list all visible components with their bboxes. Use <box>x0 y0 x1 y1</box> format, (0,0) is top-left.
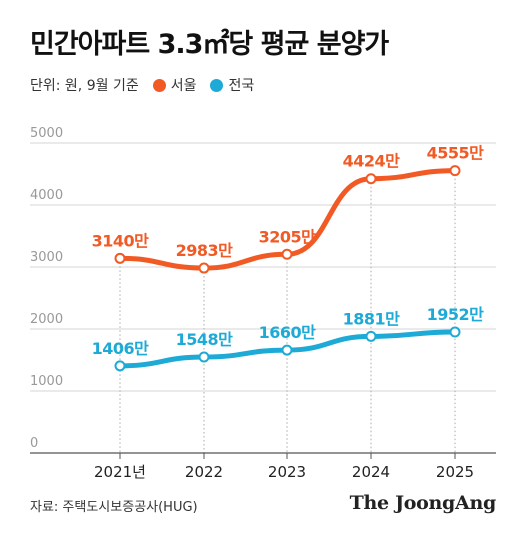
x-tick-label: 2025 <box>436 463 474 481</box>
data-label: 1952만 <box>427 305 485 324</box>
data-label: 3205만 <box>259 227 317 246</box>
legend-item-national: 전국 <box>210 75 254 95</box>
legend-row: 단위: 원, 9월 기준 서울 전국 <box>30 75 254 95</box>
x-tick-label: 2022 <box>185 463 223 481</box>
data-label: 4555만 <box>427 144 485 163</box>
y-tick-label: 1000 <box>30 374 63 389</box>
source-note: 자료: 주택도시보증공사(HUG) <box>30 500 198 515</box>
y-tick-label: 5000 <box>30 126 63 141</box>
data-point <box>365 330 377 342</box>
y-tick-label: 2000 <box>30 312 63 327</box>
data-label: 1406만 <box>92 339 150 358</box>
legend-label-seoul: 서울 <box>170 78 197 94</box>
legend-swatch-national <box>210 78 224 92</box>
y-tick-label: 4000 <box>30 188 63 203</box>
data-point <box>449 326 461 338</box>
data-point <box>281 344 293 356</box>
chart-title: 민간아파트 3.3㎡당 평균 분양가 <box>30 29 389 60</box>
data-point <box>198 351 210 363</box>
legend-item-seoul: 서울 <box>152 75 197 95</box>
data-point <box>449 165 461 177</box>
legend-label-national: 전국 <box>228 78 255 94</box>
x-tick-label: 2024 <box>352 463 390 481</box>
y-tick-label: 0 <box>30 436 38 451</box>
data-label: 2983만 <box>176 241 234 260</box>
data-point <box>114 252 126 264</box>
data-point <box>281 248 293 260</box>
data-label: 1660만 <box>259 323 317 342</box>
legend-swatch-seoul <box>152 78 166 92</box>
data-point <box>198 262 210 274</box>
data-point <box>365 173 377 185</box>
data-label: 4424만 <box>343 152 401 171</box>
unit-note: 단위: 원, 9월 기준 <box>30 78 139 94</box>
data-point <box>114 360 126 372</box>
x-tick-label: 2023 <box>268 463 306 481</box>
data-label: 1548만 <box>176 330 234 349</box>
data-label: 3140만 <box>92 231 150 250</box>
data-label: 1881만 <box>343 309 401 328</box>
y-tick-label: 3000 <box>30 250 63 265</box>
x-tick-label: 2021년 <box>94 463 146 481</box>
publisher-logo: The JoongAng <box>349 492 497 514</box>
